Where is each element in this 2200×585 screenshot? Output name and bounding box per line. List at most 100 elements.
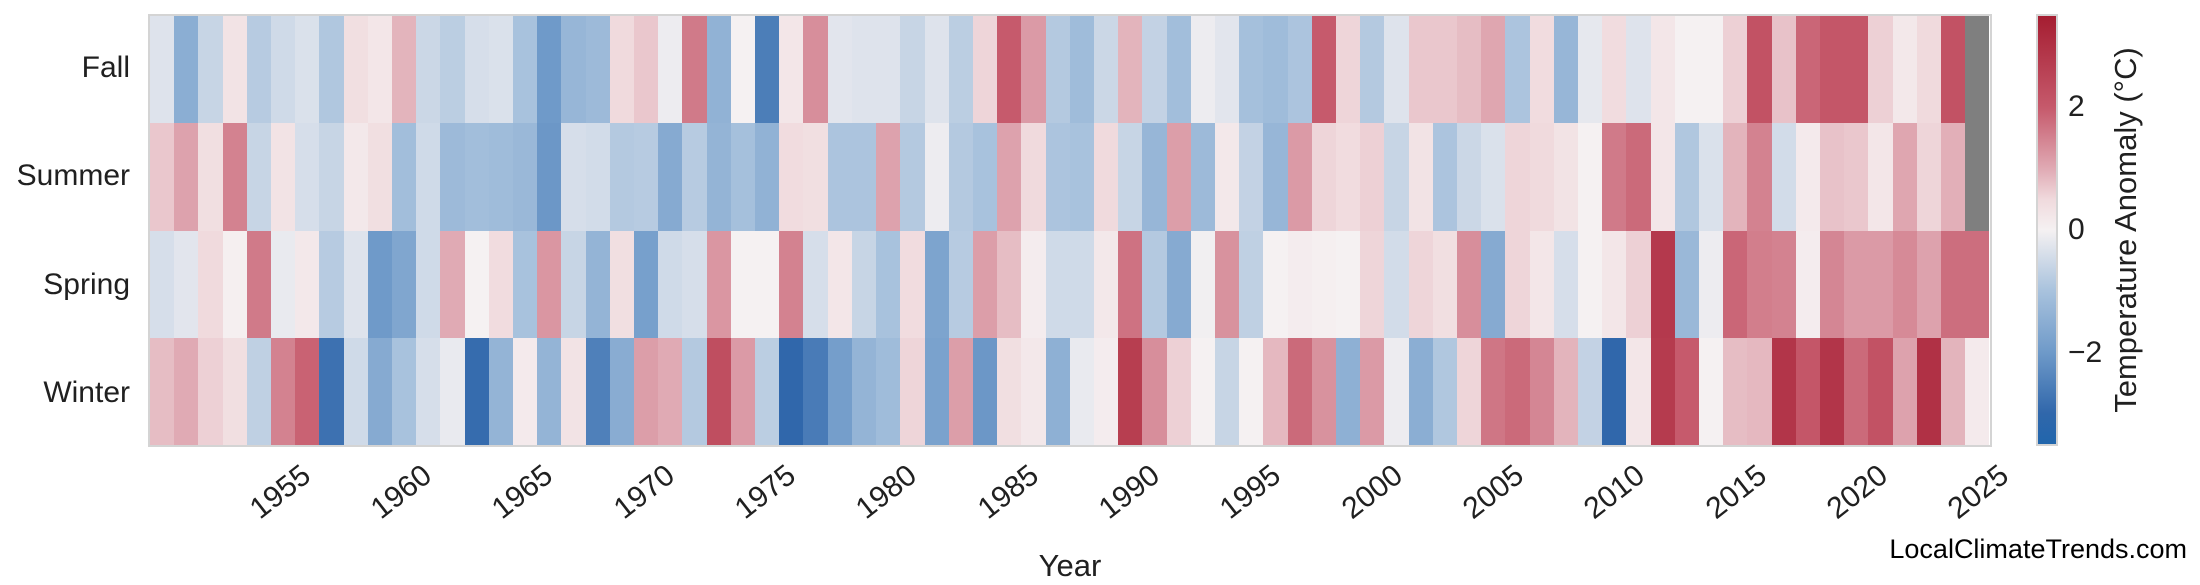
heatmap-cell bbox=[1166, 230, 1191, 338]
heatmap-cell bbox=[1408, 337, 1433, 445]
heatmap-cell bbox=[295, 123, 320, 231]
heatmap-cell bbox=[1408, 16, 1433, 124]
heatmap-cell bbox=[997, 337, 1022, 445]
heatmap-cell bbox=[682, 337, 707, 445]
heatmap-cell bbox=[706, 123, 731, 231]
heatmap-cell bbox=[488, 230, 514, 338]
heatmap-cell bbox=[537, 337, 562, 445]
heatmap-cell bbox=[222, 16, 247, 124]
heatmap-cell bbox=[1166, 337, 1191, 445]
xtick-label-1970: 1970 bbox=[607, 458, 681, 526]
heatmap-cell bbox=[706, 16, 731, 124]
heatmap-cell bbox=[658, 337, 683, 445]
heatmap-cell bbox=[924, 123, 949, 231]
heatmap-cell bbox=[1093, 230, 1119, 338]
heatmap-cell bbox=[1916, 337, 1942, 445]
heatmap-cell bbox=[1432, 16, 1457, 124]
heatmap-cell bbox=[537, 230, 562, 338]
heatmap-cell bbox=[827, 123, 852, 231]
heatmap-cell bbox=[1263, 337, 1288, 445]
heatmap-cell bbox=[246, 16, 272, 124]
heatmap-cell bbox=[1069, 337, 1094, 445]
heatmap-cell bbox=[198, 16, 223, 124]
heatmap-cell bbox=[561, 337, 586, 445]
xtick-label-2025: 2025 bbox=[1942, 458, 2015, 526]
heatmap-cell bbox=[972, 337, 998, 445]
heatmap-cell bbox=[1577, 16, 1603, 124]
heatmap-cell bbox=[1118, 230, 1143, 338]
heatmap-cell bbox=[755, 123, 780, 231]
heatmap-cell bbox=[1093, 16, 1119, 124]
heatmap-cell bbox=[900, 123, 925, 231]
heatmap-cell bbox=[319, 230, 344, 338]
heatmap-cell bbox=[392, 337, 417, 445]
heatmap-cell bbox=[174, 230, 199, 338]
heatmap-cell bbox=[271, 16, 296, 124]
heatmap-cell bbox=[827, 337, 852, 445]
heatmap-cell bbox=[1892, 123, 1917, 231]
heatmap-cell bbox=[1408, 123, 1433, 231]
heatmap-cell bbox=[1093, 123, 1119, 231]
heatmap-cell bbox=[1360, 337, 1385, 445]
heatmap-cell bbox=[174, 337, 199, 445]
heatmap-cell bbox=[948, 230, 973, 338]
heatmap-cell bbox=[1650, 16, 1675, 124]
x-axis-label: Year bbox=[1038, 548, 1102, 583]
heatmap-cell bbox=[1602, 230, 1627, 338]
heatmap-cell bbox=[1723, 123, 1748, 231]
heatmap-cell bbox=[1166, 123, 1191, 231]
heatmap-cell bbox=[706, 230, 731, 338]
heatmap-cell bbox=[585, 16, 610, 124]
heatmap-cell bbox=[755, 337, 780, 445]
heatmap-cell bbox=[561, 123, 586, 231]
heatmap-cell bbox=[1045, 337, 1070, 445]
heatmap-cell bbox=[1408, 230, 1433, 338]
colorbar bbox=[2036, 14, 2058, 446]
heatmap-cell bbox=[1941, 123, 1966, 231]
heatmap-cell bbox=[1723, 230, 1748, 338]
heatmap-cell bbox=[1747, 16, 1772, 124]
heatmap-cell bbox=[634, 123, 659, 231]
heatmap-cell bbox=[1190, 337, 1215, 445]
heatmap-cell bbox=[876, 123, 901, 231]
colorbar-axis-label: Temperature Anomaly (°C) bbox=[2108, 47, 2143, 413]
heatmap-cell bbox=[634, 230, 659, 338]
heatmap-cell bbox=[295, 16, 320, 124]
heatmap-cell bbox=[1481, 123, 1506, 231]
heatmap-cell bbox=[1674, 123, 1699, 231]
heatmap-cell bbox=[1287, 123, 1312, 231]
heatmap-cell bbox=[1021, 230, 1046, 338]
heatmap-cell bbox=[174, 16, 199, 124]
heatmap-cell bbox=[392, 16, 417, 124]
heatmap-cell bbox=[1602, 337, 1627, 445]
heatmap-cell bbox=[246, 123, 272, 231]
heatmap-cell bbox=[513, 16, 538, 124]
heatmap-cell bbox=[1360, 123, 1385, 231]
heatmap-cell bbox=[1747, 123, 1772, 231]
heatmap-cell bbox=[513, 337, 538, 445]
heatmap-cell bbox=[198, 230, 223, 338]
heatmap-cell bbox=[537, 16, 562, 124]
xtick-label-1960: 1960 bbox=[364, 458, 438, 526]
heatmap-cell bbox=[1384, 337, 1409, 445]
heatmap-cell bbox=[1965, 123, 1990, 231]
heatmap-cell bbox=[1311, 337, 1336, 445]
heatmap-cell bbox=[609, 16, 635, 124]
heatmap-row-winter bbox=[150, 337, 1990, 445]
heatmap-cell bbox=[440, 337, 465, 445]
ytick-label-winter: Winter bbox=[43, 375, 130, 409]
heatmap-cell bbox=[1239, 230, 1264, 338]
heatmap-cell bbox=[755, 230, 780, 338]
heatmap-cell bbox=[561, 16, 586, 124]
heatmap-cell bbox=[440, 123, 465, 231]
heatmap-cell bbox=[319, 337, 344, 445]
heatmap-cell bbox=[1577, 230, 1603, 338]
heatmap-cell bbox=[1190, 123, 1215, 231]
heatmap-cell bbox=[997, 230, 1022, 338]
heatmap-cell bbox=[1118, 16, 1143, 124]
heatmap-cell bbox=[1699, 337, 1724, 445]
xtick-label-1975: 1975 bbox=[728, 458, 802, 526]
heatmap-cell bbox=[1941, 16, 1966, 124]
heatmap-cell bbox=[1820, 230, 1845, 338]
heatmap-cell bbox=[1287, 337, 1312, 445]
